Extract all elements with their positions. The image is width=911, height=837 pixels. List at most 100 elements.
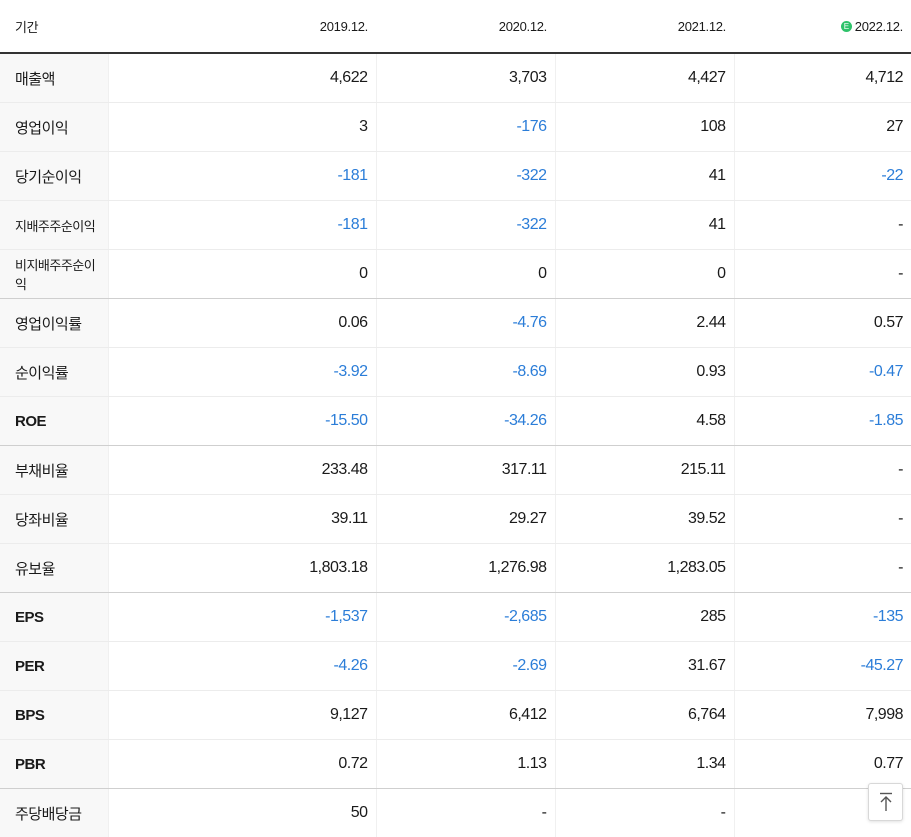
table-cell: 2.44	[554, 298, 734, 348]
table-row: 비지배주주순이익 0 0 0 -	[0, 249, 911, 299]
table-cell: 108	[554, 102, 734, 152]
period-header-label-estimate: 2022.12.	[854, 18, 904, 34]
table-cell: -135	[733, 592, 911, 642]
table-cell: -	[733, 249, 911, 299]
table-cell: 1,283.05	[554, 543, 734, 593]
table-cell: -45.27	[733, 641, 911, 691]
table-cell: -34.26	[375, 396, 555, 446]
header-row: 기간 2019.12. 2020.12. 2021.12. E 2022.12.	[0, 0, 911, 54]
table-row: PER -4.26 -2.69 31.67 -45.27	[0, 641, 911, 691]
table-cell: 7,998	[733, 690, 911, 740]
table-cell: 285	[554, 592, 734, 642]
table-cell: -	[733, 543, 911, 593]
table-cell: 6,412	[375, 690, 555, 740]
table-cell: -	[375, 788, 555, 837]
table-cell: 4,427	[554, 53, 734, 103]
row-label: 지배주주순이익	[0, 200, 108, 250]
row-label: 비지배주주순이익	[0, 249, 108, 299]
table-cell: 0.93	[554, 347, 734, 397]
period-header: 2021.12.	[555, 0, 734, 54]
table-cell: -181	[107, 200, 376, 250]
row-label: PER	[0, 641, 108, 691]
table-cell: 4.58	[554, 396, 734, 446]
table-cell: 31.67	[554, 641, 734, 691]
row-label: 부채비율	[0, 445, 108, 495]
table-cell: -15.50	[107, 396, 376, 446]
table-cell: -	[554, 788, 734, 837]
table-row: 유보율 1,803.18 1,276.98 1,283.05 -	[0, 543, 911, 593]
row-label: 당좌비율	[0, 494, 108, 544]
table-cell: 233.48	[107, 445, 376, 495]
table-row: 당좌비율 39.11 29.27 39.52 -	[0, 494, 911, 544]
table-cell: -322	[375, 151, 555, 201]
arrow-up-icon	[879, 792, 892, 811]
row-label: 매출액	[0, 53, 108, 103]
table-cell: -1.85	[733, 396, 911, 446]
row-label: 순이익률	[0, 347, 108, 397]
table-row: EPS -1,537 -2,685 285 -135	[0, 592, 911, 642]
scroll-to-top-button[interactable]	[868, 783, 903, 821]
table-row: 부채비율 233.48 317.11 215.11 -	[0, 445, 911, 495]
table-row: 당기순이익 -181 -322 41 -22	[0, 151, 911, 201]
estimate-icon: E	[840, 20, 852, 32]
table-cell: -1,537	[107, 592, 376, 642]
table-cell: 317.11	[375, 445, 555, 495]
table-cell: 41	[554, 200, 734, 250]
table-row: 주당배당금 50 - -	[0, 788, 911, 837]
table-cell: -0.47	[733, 347, 911, 397]
period-header-estimate: E 2022.12.	[734, 0, 911, 54]
table-cell: 215.11	[554, 445, 734, 495]
table-cell: 3	[107, 102, 376, 152]
table-row: ROE -15.50 -34.26 4.58 -1.85	[0, 396, 911, 446]
table-cell: -3.92	[107, 347, 376, 397]
table-cell: 4,622	[107, 53, 376, 103]
table-cell: 9,127	[107, 690, 376, 740]
row-label: ROE	[0, 396, 108, 446]
row-label: 영업이익	[0, 102, 108, 152]
table-cell: -4.76	[375, 298, 555, 348]
table-row: 순이익률 -3.92 -8.69 0.93 -0.47	[0, 347, 911, 397]
table-cell: 1,276.98	[375, 543, 555, 593]
table-cell: -176	[375, 102, 555, 152]
table-cell: 29.27	[375, 494, 555, 544]
row-label: PBR	[0, 739, 108, 789]
table-cell: -322	[375, 200, 555, 250]
row-label: EPS	[0, 592, 108, 642]
table-cell: 0.06	[107, 298, 376, 348]
table-row: PBR 0.72 1.13 1.34 0.77	[0, 739, 911, 789]
table-cell: 4,712	[733, 53, 911, 103]
table-row: 영업이익 3 -176 108 27	[0, 102, 911, 152]
table-cell: 41	[554, 151, 734, 201]
table-cell: 0	[554, 249, 734, 299]
row-label: 당기순이익	[0, 151, 108, 201]
table-cell: 0	[107, 249, 376, 299]
table-cell: 0.57	[733, 298, 911, 348]
table-cell: 1,803.18	[107, 543, 376, 593]
table-cell: -2.69	[375, 641, 555, 691]
table-cell: -	[733, 494, 911, 544]
table-cell: 39.52	[554, 494, 734, 544]
table-cell: 39.11	[107, 494, 376, 544]
row-label: 영업이익률	[0, 298, 108, 348]
table-cell: 1.13	[375, 739, 555, 789]
table-cell: 50	[107, 788, 376, 837]
table-cell: 1.34	[554, 739, 734, 789]
row-label: 유보율	[0, 543, 108, 593]
table-cell: -181	[107, 151, 376, 201]
table-row: 영업이익률 0.06 -4.76 2.44 0.57	[0, 298, 911, 348]
row-label: BPS	[0, 690, 108, 740]
table-cell: -	[733, 445, 911, 495]
table-cell: -8.69	[375, 347, 555, 397]
table-cell: 27	[733, 102, 911, 152]
table-cell: -4.26	[107, 641, 376, 691]
table-row: 지배주주순이익 -181 -322 41 -	[0, 200, 911, 250]
table-cell: 0	[375, 249, 555, 299]
table-cell: -2,685	[375, 592, 555, 642]
period-header-label: 기간	[0, 0, 108, 54]
table-cell: 3,703	[375, 53, 555, 103]
period-header: 2020.12.	[376, 0, 555, 54]
table-row: BPS 9,127 6,412 6,764 7,998	[0, 690, 911, 740]
table-cell: 6,764	[554, 690, 734, 740]
